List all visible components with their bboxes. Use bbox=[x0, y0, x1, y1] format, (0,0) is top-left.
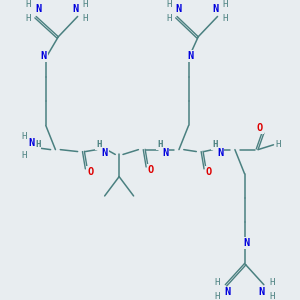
Text: N: N bbox=[224, 287, 230, 297]
Text: H: H bbox=[167, 14, 172, 23]
Text: H: H bbox=[83, 0, 88, 9]
Text: H: H bbox=[276, 140, 281, 149]
Text: H: H bbox=[269, 278, 274, 287]
Text: N: N bbox=[188, 51, 194, 61]
Text: H: H bbox=[212, 140, 217, 149]
Text: N: N bbox=[217, 148, 224, 158]
Text: H: H bbox=[269, 292, 274, 300]
Text: N: N bbox=[28, 138, 34, 148]
Text: N: N bbox=[35, 4, 41, 14]
Text: H: H bbox=[215, 278, 220, 287]
Text: H: H bbox=[215, 292, 220, 300]
Text: O: O bbox=[87, 167, 93, 177]
Text: H: H bbox=[21, 132, 26, 141]
Text: H: H bbox=[96, 140, 101, 149]
Text: H: H bbox=[157, 140, 162, 149]
Text: O: O bbox=[206, 167, 212, 177]
Text: H: H bbox=[21, 151, 26, 160]
Text: H: H bbox=[167, 0, 172, 9]
Text: N: N bbox=[162, 148, 169, 158]
Text: N: N bbox=[176, 4, 182, 14]
Text: N: N bbox=[243, 238, 250, 248]
Text: N: N bbox=[41, 51, 47, 61]
Text: H: H bbox=[35, 140, 41, 149]
Text: H: H bbox=[26, 0, 31, 9]
Text: N: N bbox=[212, 4, 219, 14]
Text: N: N bbox=[73, 4, 79, 14]
Text: O: O bbox=[257, 123, 263, 134]
Text: N: N bbox=[259, 287, 265, 297]
Text: H: H bbox=[223, 0, 228, 9]
Text: H: H bbox=[26, 14, 31, 23]
Text: H: H bbox=[223, 14, 228, 23]
Text: H: H bbox=[83, 14, 88, 23]
Text: O: O bbox=[148, 165, 154, 175]
Text: N: N bbox=[101, 148, 108, 158]
